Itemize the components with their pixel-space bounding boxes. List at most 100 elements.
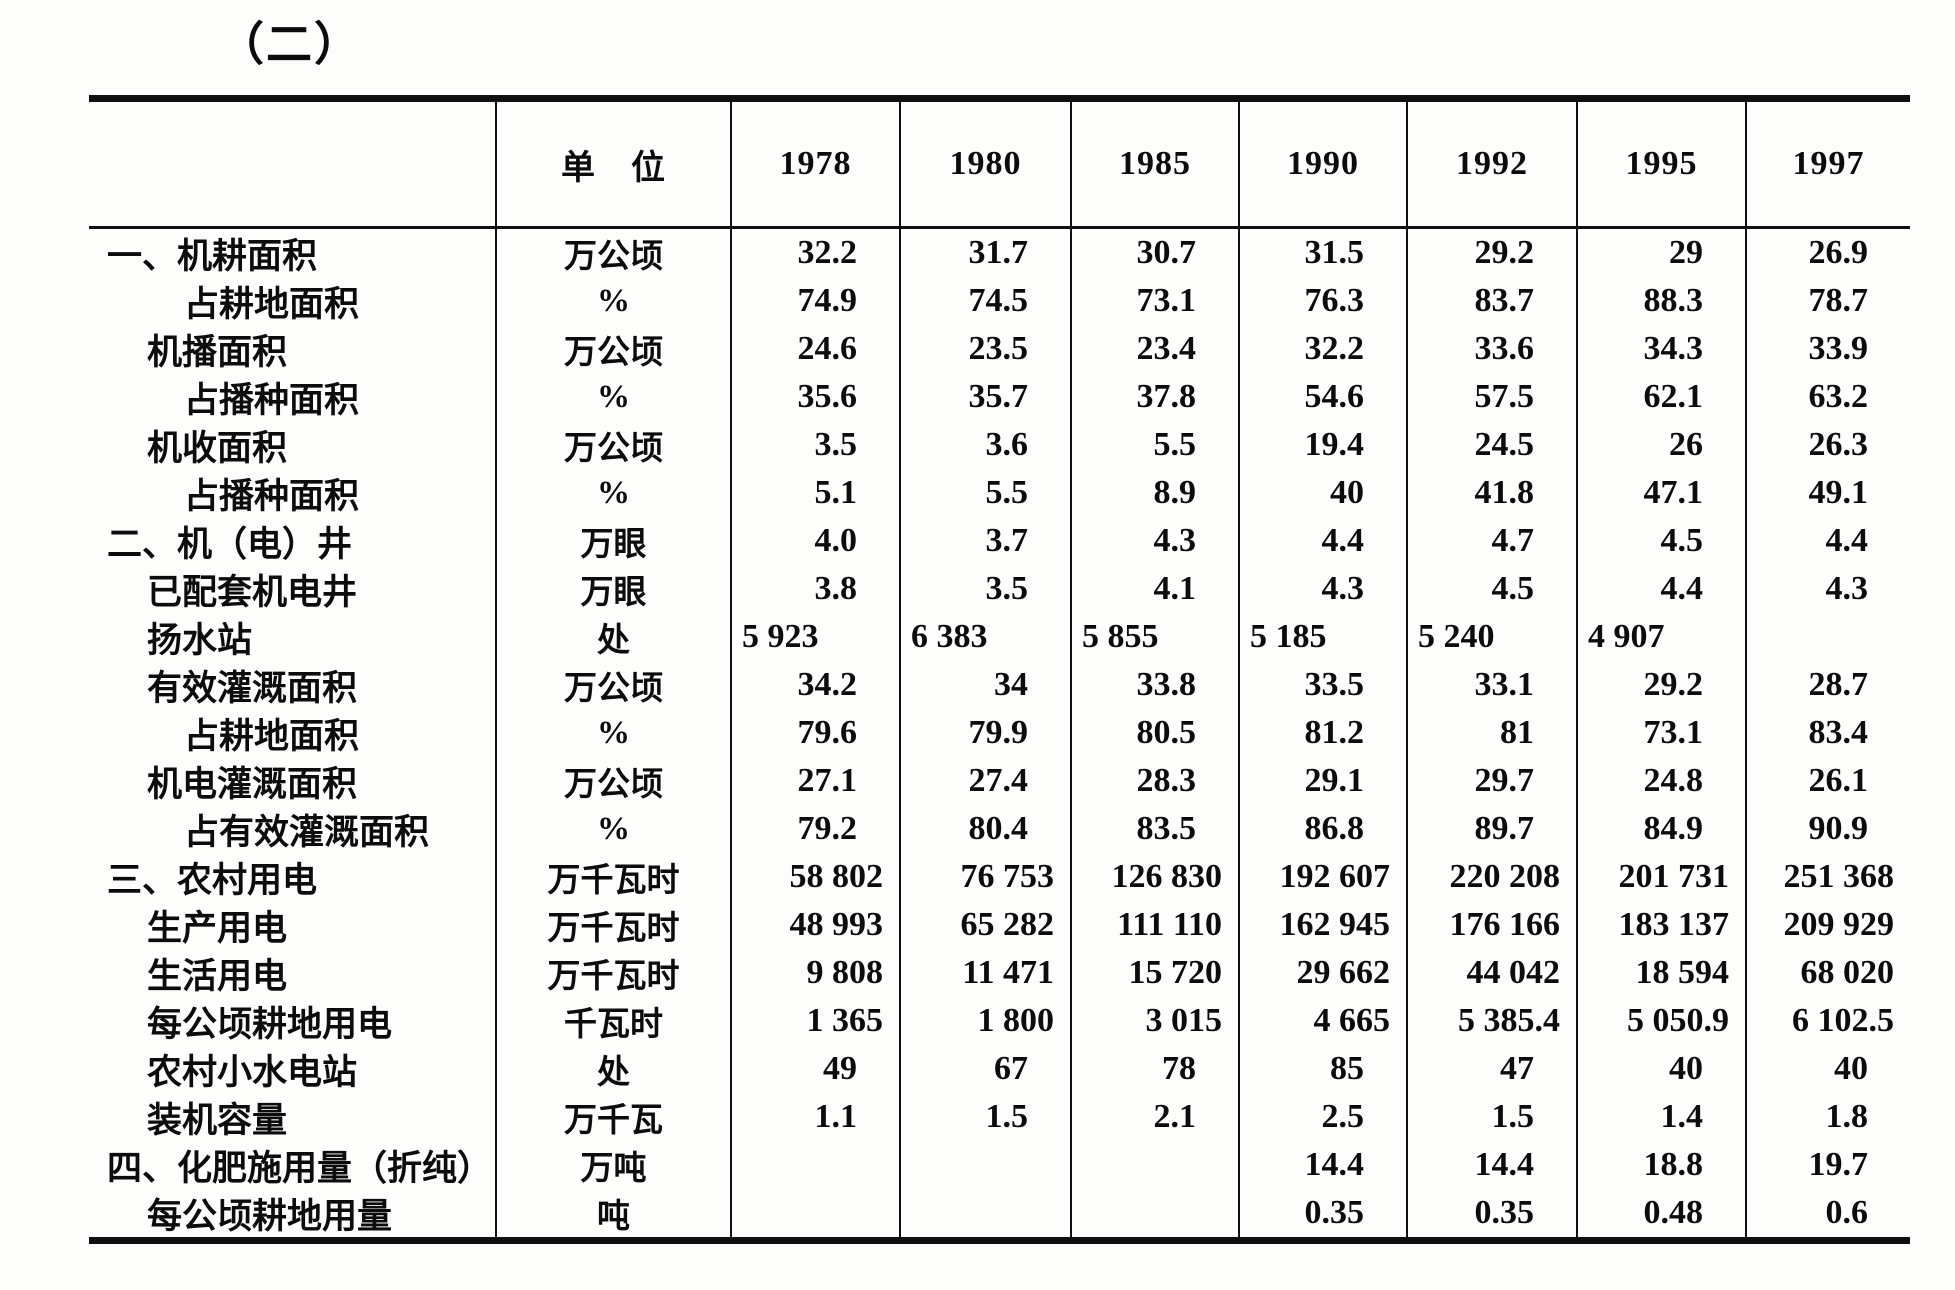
row-unit: 万眼	[495, 517, 730, 565]
value-cell: 3.5	[899, 565, 1070, 613]
value-cell: 9 808	[730, 949, 899, 997]
value-cell: 58 802	[730, 853, 899, 901]
value-cell: 26.9	[1745, 229, 1910, 277]
value-cell: 31.5	[1238, 229, 1406, 277]
value-cell	[1070, 1189, 1238, 1237]
value-cell: 5 385.4	[1406, 997, 1576, 1045]
page-title: （二）	[218, 19, 362, 70]
value-cell: 1 365	[730, 997, 899, 1045]
value-cell: 209 929	[1745, 901, 1910, 949]
column-header-year: 1985	[1070, 102, 1238, 229]
value-cell: 4.7	[1406, 517, 1576, 565]
row-unit: 万眼	[495, 565, 730, 613]
row-label: 占有效灌溉面积	[184, 812, 430, 852]
value-cell: 40	[1238, 469, 1406, 517]
row-unit: 万吨	[495, 1141, 730, 1189]
value-cell	[730, 1189, 899, 1237]
value-cell: 0.6	[1745, 1189, 1910, 1237]
row-unit: 万公顷	[495, 757, 730, 805]
row-unit: 万公顷	[495, 421, 730, 469]
column-header-year: 1978	[730, 102, 899, 229]
value-cell: 33.8	[1070, 661, 1238, 709]
value-cell: 89.7	[1406, 805, 1576, 853]
row-unit: 万公顷	[495, 325, 730, 373]
row-label: 占耕地面积	[184, 716, 360, 756]
column-header-year: 1980	[899, 102, 1070, 229]
value-cell: 80.5	[1070, 709, 1238, 757]
row-label: 已配套机电井	[147, 572, 358, 612]
value-cell: 74.5	[899, 277, 1070, 325]
value-cell: 79.2	[730, 805, 899, 853]
row-label: 机收面积	[147, 428, 288, 468]
value-cell: 81.2	[1238, 709, 1406, 757]
value-cell: 73.1	[1576, 709, 1745, 757]
value-cell: 4.5	[1406, 565, 1576, 613]
row-label: 三、农村用电	[107, 860, 318, 900]
row-label: 四、化肥施用量（折纯）	[107, 1148, 493, 1188]
value-cell: 32.2	[1238, 325, 1406, 373]
value-cell: 4.1	[1070, 565, 1238, 613]
value-cell	[1745, 613, 1910, 661]
value-cell: 49.1	[1745, 469, 1910, 517]
value-cell: 2.5	[1238, 1093, 1406, 1141]
value-cell: 83.5	[1070, 805, 1238, 853]
value-cell: 62.1	[1576, 373, 1745, 421]
value-cell: 19.7	[1745, 1141, 1910, 1189]
column-header-unit: 单 位	[495, 102, 730, 229]
value-cell: 76 753	[899, 853, 1070, 901]
value-cell: 83.7	[1406, 277, 1576, 325]
value-cell: 4.5	[1576, 517, 1745, 565]
value-cell: 201 731	[1576, 853, 1745, 901]
value-cell: 4 907	[1576, 613, 1745, 661]
value-cell: 86.8	[1238, 805, 1406, 853]
value-cell: 31.7	[899, 229, 1070, 277]
value-cell: 1 800	[899, 997, 1070, 1045]
value-cell: 18.8	[1576, 1141, 1745, 1189]
value-cell: 183 137	[1576, 901, 1745, 949]
value-cell: 78.7	[1745, 277, 1910, 325]
row-unit: %	[495, 373, 730, 421]
value-cell: 33.5	[1238, 661, 1406, 709]
value-cell: 15 720	[1070, 949, 1238, 997]
value-cell: 24.8	[1576, 757, 1745, 805]
value-cell: 5.1	[730, 469, 899, 517]
value-cell: 30.7	[1070, 229, 1238, 277]
value-cell: 88.3	[1576, 277, 1745, 325]
value-cell: 1.4	[1576, 1093, 1745, 1141]
value-cell: 3.7	[899, 517, 1070, 565]
row-label: 有效灌溉面积	[147, 668, 358, 708]
value-cell: 5 050.9	[1576, 997, 1745, 1045]
value-cell: 85	[1238, 1045, 1406, 1093]
row-label: 占耕地面积	[184, 284, 360, 324]
value-cell: 44 042	[1406, 949, 1576, 997]
value-cell: 83.4	[1745, 709, 1910, 757]
value-cell: 28.7	[1745, 661, 1910, 709]
value-cell: 90.9	[1745, 805, 1910, 853]
column-header-year: 1990	[1238, 102, 1406, 229]
value-cell: 49	[730, 1045, 899, 1093]
value-cell: 220 208	[1406, 853, 1576, 901]
value-cell: 0.35	[1406, 1189, 1576, 1237]
value-cell: 33.6	[1406, 325, 1576, 373]
value-cell: 80.4	[899, 805, 1070, 853]
value-cell	[1070, 1141, 1238, 1189]
value-cell: 68 020	[1745, 949, 1910, 997]
value-cell: 3.6	[899, 421, 1070, 469]
value-cell: 5 923	[730, 613, 899, 661]
value-cell: 35.6	[730, 373, 899, 421]
value-cell: 0.48	[1576, 1189, 1745, 1237]
value-cell	[899, 1189, 1070, 1237]
value-cell: 3.8	[730, 565, 899, 613]
value-cell: 5 185	[1238, 613, 1406, 661]
row-label: 农村小水电站	[147, 1052, 358, 1092]
value-cell: 14.4	[1238, 1141, 1406, 1189]
value-cell: 78	[1070, 1045, 1238, 1093]
row-label: 二、机（电）井	[107, 524, 353, 564]
value-cell: 4.0	[730, 517, 899, 565]
value-cell: 79.6	[730, 709, 899, 757]
value-cell: 3 015	[1070, 997, 1238, 1045]
value-cell: 176 166	[1406, 901, 1576, 949]
row-label: 每公顷耕地用量	[147, 1196, 393, 1236]
value-cell: 27.4	[899, 757, 1070, 805]
value-cell: 4.4	[1576, 565, 1745, 613]
